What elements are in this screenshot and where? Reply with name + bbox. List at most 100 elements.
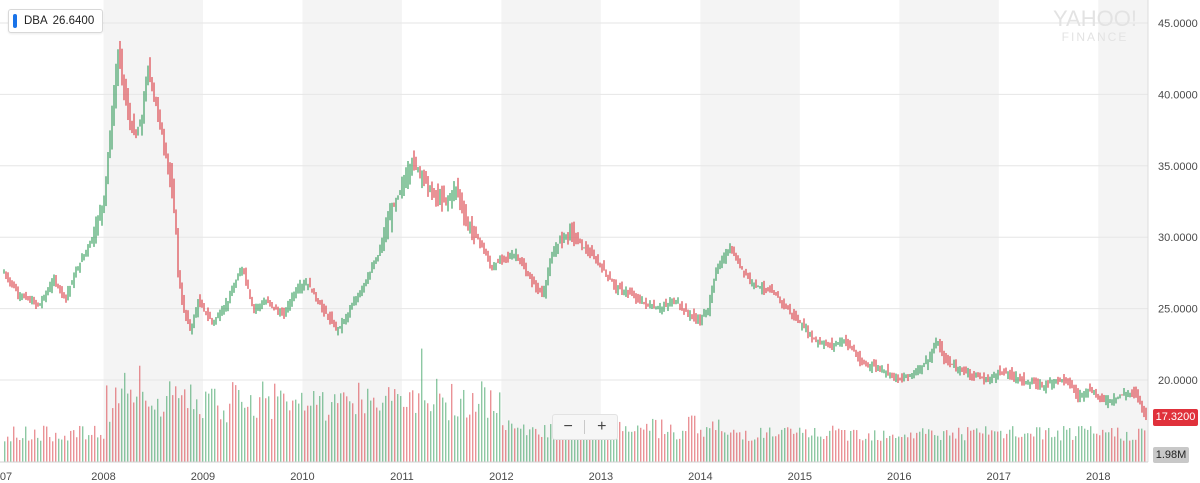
volume-bar bbox=[1036, 427, 1038, 462]
volume-bar bbox=[697, 433, 699, 462]
volume-bar bbox=[1024, 433, 1026, 462]
volume-bar bbox=[940, 439, 942, 462]
volume-bar bbox=[568, 427, 570, 462]
volume-bar bbox=[1114, 436, 1116, 462]
volume-bar bbox=[121, 388, 123, 462]
volume-bar bbox=[130, 389, 132, 462]
volume-bar bbox=[961, 434, 963, 462]
volume-bar bbox=[544, 425, 546, 462]
volume-bar bbox=[250, 395, 252, 462]
volume-bar bbox=[1102, 429, 1104, 462]
volume-bar bbox=[523, 424, 525, 462]
volume-bar bbox=[322, 392, 324, 462]
volume-bar bbox=[364, 413, 366, 462]
volume-bar bbox=[949, 435, 951, 462]
volume-bar bbox=[904, 434, 906, 462]
volume-bar bbox=[790, 428, 792, 462]
volume-bar bbox=[85, 439, 87, 462]
volume-bar bbox=[880, 440, 882, 462]
volume-bar bbox=[481, 381, 483, 462]
volume-bar bbox=[337, 403, 339, 462]
volume-bar bbox=[100, 434, 102, 462]
volume-bar bbox=[985, 426, 987, 462]
volume-bar bbox=[541, 436, 543, 462]
volume-bar bbox=[460, 398, 462, 462]
volume-bar bbox=[916, 432, 918, 462]
volume-bar bbox=[946, 430, 948, 462]
volume-bar bbox=[214, 388, 216, 462]
volume-bar bbox=[361, 399, 363, 462]
volume-bar bbox=[970, 430, 972, 462]
volume-bar bbox=[382, 402, 384, 462]
volume-bar bbox=[754, 439, 756, 462]
volume-bar bbox=[421, 348, 423, 462]
ticker-symbol: DBA bbox=[24, 15, 48, 27]
volume-bar bbox=[1051, 437, 1053, 462]
volume-bar bbox=[70, 430, 72, 462]
volume-bar bbox=[553, 432, 555, 462]
volume-bar bbox=[727, 434, 729, 462]
volume-bar bbox=[673, 432, 675, 462]
volume-bar bbox=[973, 429, 975, 462]
volume-bar bbox=[145, 400, 147, 462]
volume-bar bbox=[778, 434, 780, 462]
volume-bar bbox=[532, 427, 534, 462]
volume-bar bbox=[685, 431, 687, 462]
volume-bar bbox=[514, 428, 516, 462]
volume-bar bbox=[499, 392, 501, 462]
zoom-in-button[interactable]: + bbox=[597, 418, 607, 435]
volume-bar bbox=[4, 441, 6, 462]
volume-bar bbox=[295, 399, 297, 462]
volume-bar bbox=[856, 430, 858, 462]
volume-bar bbox=[304, 410, 306, 462]
volume-bar bbox=[157, 398, 159, 462]
volume-bar bbox=[256, 417, 258, 462]
volume-bar bbox=[355, 414, 357, 462]
volume-bar bbox=[469, 414, 471, 462]
volume-bar bbox=[139, 365, 141, 462]
volume-bar bbox=[1123, 440, 1125, 462]
volume-bar bbox=[91, 434, 93, 462]
volume-bar bbox=[400, 396, 402, 462]
volume-bar bbox=[118, 403, 120, 462]
volume-bar bbox=[430, 411, 432, 462]
volume-bar bbox=[967, 427, 969, 462]
volume-bar bbox=[310, 405, 312, 462]
volume-bar bbox=[271, 418, 273, 462]
volume-bar bbox=[28, 440, 30, 462]
volume-bar bbox=[316, 404, 318, 462]
volume-bar bbox=[1021, 436, 1023, 462]
x-tick-label: 2009 bbox=[191, 471, 215, 483]
zoom-out-button[interactable]: − bbox=[563, 418, 573, 435]
volume-bar bbox=[1045, 430, 1047, 462]
volume-bar bbox=[268, 396, 270, 462]
volume-bar bbox=[772, 436, 774, 462]
volume-bar bbox=[190, 384, 192, 462]
volume-bar bbox=[1018, 437, 1020, 462]
volume-bar bbox=[196, 399, 198, 462]
volume-bar bbox=[1069, 428, 1071, 462]
y-tick-label: 45.0000 bbox=[1158, 18, 1198, 30]
volume-bar bbox=[715, 430, 717, 462]
volume-bar bbox=[529, 429, 531, 462]
volume-bar bbox=[457, 416, 459, 462]
volume-bar bbox=[814, 427, 816, 462]
volume-bar bbox=[487, 417, 489, 462]
volume-bar bbox=[61, 439, 63, 462]
volume-bar bbox=[178, 398, 180, 462]
volume-bar bbox=[703, 436, 705, 462]
ticker-badge[interactable]: DBA 26.6400 bbox=[8, 9, 104, 33]
volume-bar bbox=[1033, 436, 1035, 462]
volume-bar bbox=[913, 438, 915, 462]
volume-bar bbox=[562, 428, 564, 462]
volume-bar bbox=[25, 426, 27, 462]
watermark-line-2: FINANCE bbox=[1061, 30, 1129, 44]
volume-bar bbox=[628, 431, 630, 462]
volume-bar bbox=[154, 409, 156, 462]
volume-bar bbox=[718, 419, 720, 462]
volume-bar bbox=[16, 437, 18, 462]
volume-bar bbox=[688, 416, 690, 462]
volume-bar bbox=[208, 393, 210, 462]
volume-bar bbox=[580, 422, 582, 462]
